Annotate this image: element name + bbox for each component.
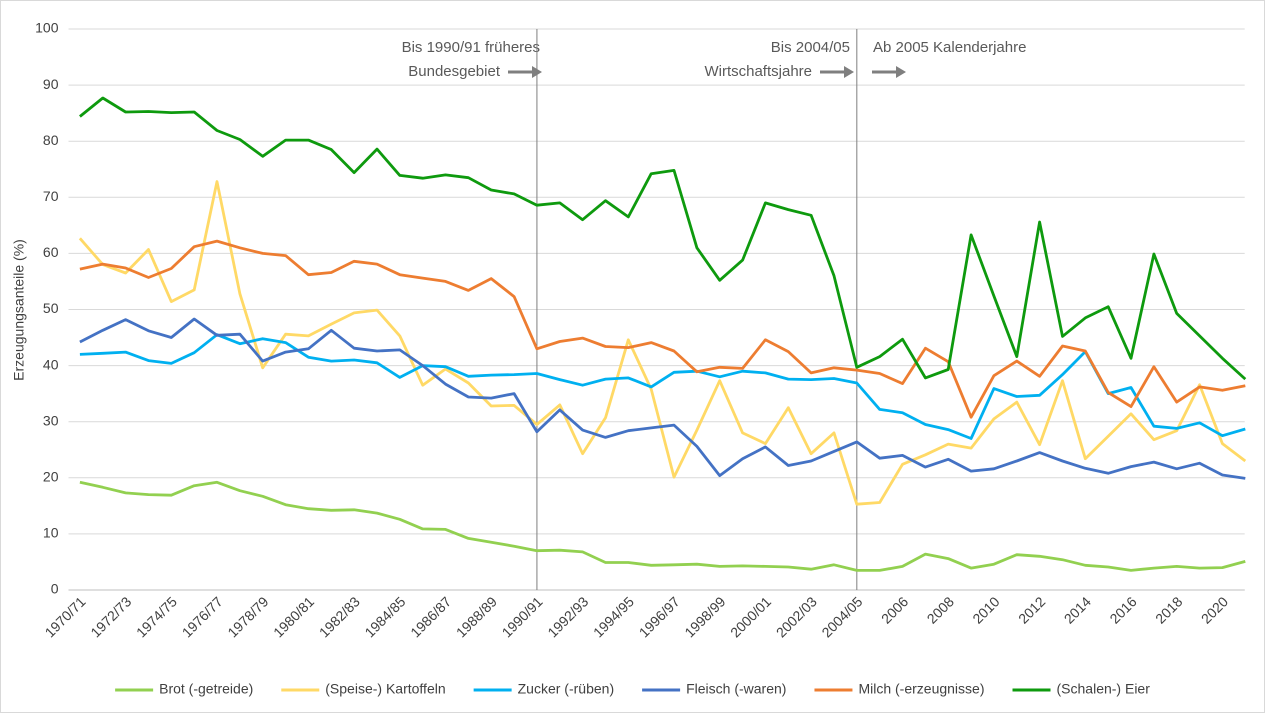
legend-label: (Schalen-) Eier [1057, 681, 1151, 697]
legend-label: Brot (-getreide) [159, 681, 253, 697]
annotation: Wirtschaftsjahre [704, 63, 812, 80]
arrow-head [844, 66, 854, 78]
legend-label: Milch (-erzeugnisse) [858, 681, 984, 697]
y-tick-label: 70 [43, 188, 59, 204]
y-tick-label: 60 [43, 244, 59, 260]
y-tick-label: 0 [51, 581, 59, 597]
annotation: Bis 2004/05 [771, 39, 850, 56]
annotation: Ab 2005 Kalenderjahre [873, 39, 1026, 56]
arrow-head [896, 66, 906, 78]
y-tick-label: 40 [43, 356, 59, 372]
annotation: Bis 1990/91 früheres [402, 39, 540, 56]
legend-label: (Speise-) Kartoffeln [325, 681, 445, 697]
annotation: Bundesgebiet [408, 63, 501, 80]
y-tick-label: 10 [43, 525, 59, 541]
y-tick-label: 20 [43, 469, 59, 485]
y-tick-label: 30 [43, 412, 59, 428]
legend: Brot (-getreide) (Speise-) Kartoffeln Zuck… [115, 681, 1150, 697]
y-tick-label: 90 [43, 76, 59, 92]
series-line [79, 239, 1246, 419]
y-tick-label: 100 [35, 20, 59, 36]
series-line [79, 317, 1246, 480]
series-line [79, 333, 1246, 440]
series-line [79, 480, 1246, 572]
y-tick-label: 50 [43, 300, 59, 316]
legend-label: Fleisch (-waren) [686, 681, 786, 697]
y-axis-label: Erzeugungsanteile (%) [11, 239, 27, 381]
legend-label: Zucker (-rüben) [518, 681, 614, 697]
series-line [79, 96, 1247, 381]
y-tick-label: 80 [43, 132, 59, 148]
series-line [78, 180, 1247, 506]
